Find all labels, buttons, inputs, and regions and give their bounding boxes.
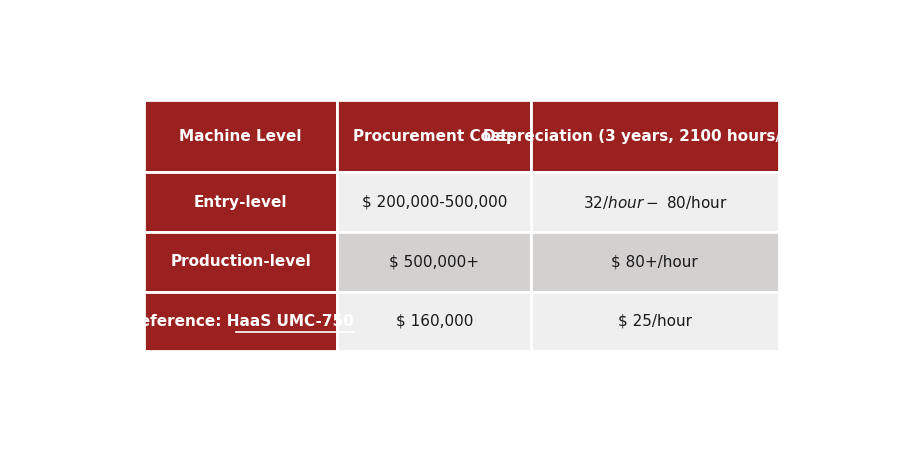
- Bar: [144, 232, 338, 291]
- Text: Production-level: Production-level: [170, 254, 311, 269]
- Text: Entry-level: Entry-level: [194, 195, 287, 210]
- Text: $ 200,000-500,000: $ 200,000-500,000: [362, 195, 507, 210]
- Text: $ 80+/hour: $ 80+/hour: [611, 254, 698, 269]
- Bar: [144, 291, 338, 352]
- Text: Depreciation (3 years, 2100 hours/year): Depreciation (3 years, 2100 hours/year): [483, 128, 826, 143]
- Bar: [144, 100, 338, 172]
- Text: Reference: HaaS UMC-750: Reference: HaaS UMC-750: [128, 314, 354, 329]
- Bar: [531, 172, 778, 232]
- Bar: [531, 100, 778, 172]
- Text: $ 160,000: $ 160,000: [396, 314, 473, 329]
- Bar: [338, 100, 531, 172]
- Text: Procurement Costs: Procurement Costs: [353, 128, 516, 143]
- Text: $ 32/hour-$ 80/hour: $ 32/hour-$ 80/hour: [582, 194, 727, 211]
- Text: $ 500,000+: $ 500,000+: [390, 254, 480, 269]
- Text: $ 25/hour: $ 25/hour: [617, 314, 692, 329]
- Bar: [338, 291, 531, 352]
- Bar: [338, 172, 531, 232]
- Bar: [144, 172, 338, 232]
- Bar: [531, 232, 778, 291]
- Bar: [338, 232, 531, 291]
- Text: Machine Level: Machine Level: [179, 128, 302, 143]
- Bar: [531, 291, 778, 352]
